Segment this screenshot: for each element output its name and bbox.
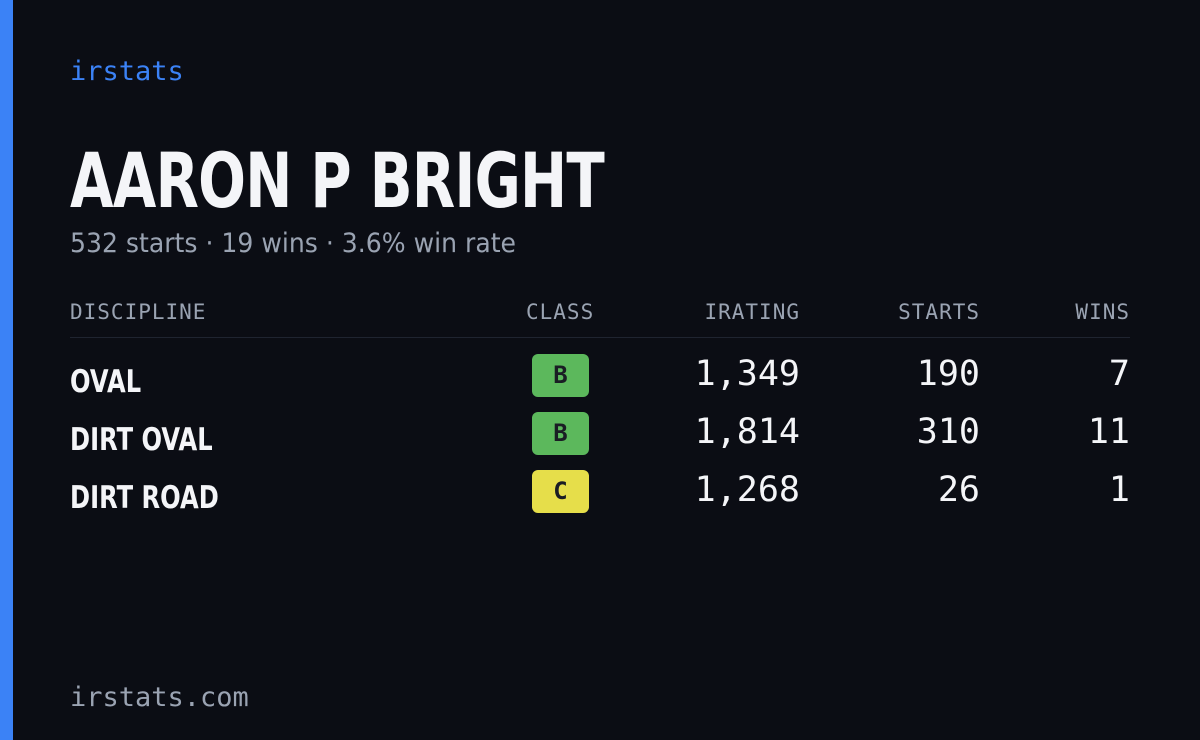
accent-bar [0,0,13,740]
class-badge: B [532,412,589,455]
wins: 11 [1087,412,1130,452]
wins: 7 [1108,354,1130,394]
starts: 190 [916,354,980,394]
discipline: DIRT OVAL [70,422,213,458]
discipline: DIRT ROAD [70,480,219,516]
wins: 1 [1108,470,1130,510]
brand: irstats [70,56,184,87]
subtitle: 532 starts · 19 wins · 3.6% win rate [70,228,517,259]
column-header: DISCIPLINE [70,300,207,324]
starts: 310 [916,412,980,452]
irating: 1,268 [694,470,800,510]
irating: 1,814 [694,412,800,452]
class-badge: C [532,470,589,513]
column-header: WINS [1075,300,1130,324]
irating: 1,349 [694,354,800,394]
class-badge: B [532,354,589,397]
footer: irstats.com [70,682,249,713]
column-header: IRATING [704,300,800,324]
title: AARON P BRIGHT [70,136,605,225]
discipline: OVAL [70,364,142,400]
header-rule [70,337,1130,338]
column-header: CLASS [526,300,595,324]
starts: 26 [937,470,980,510]
column-header: STARTS [898,300,980,324]
